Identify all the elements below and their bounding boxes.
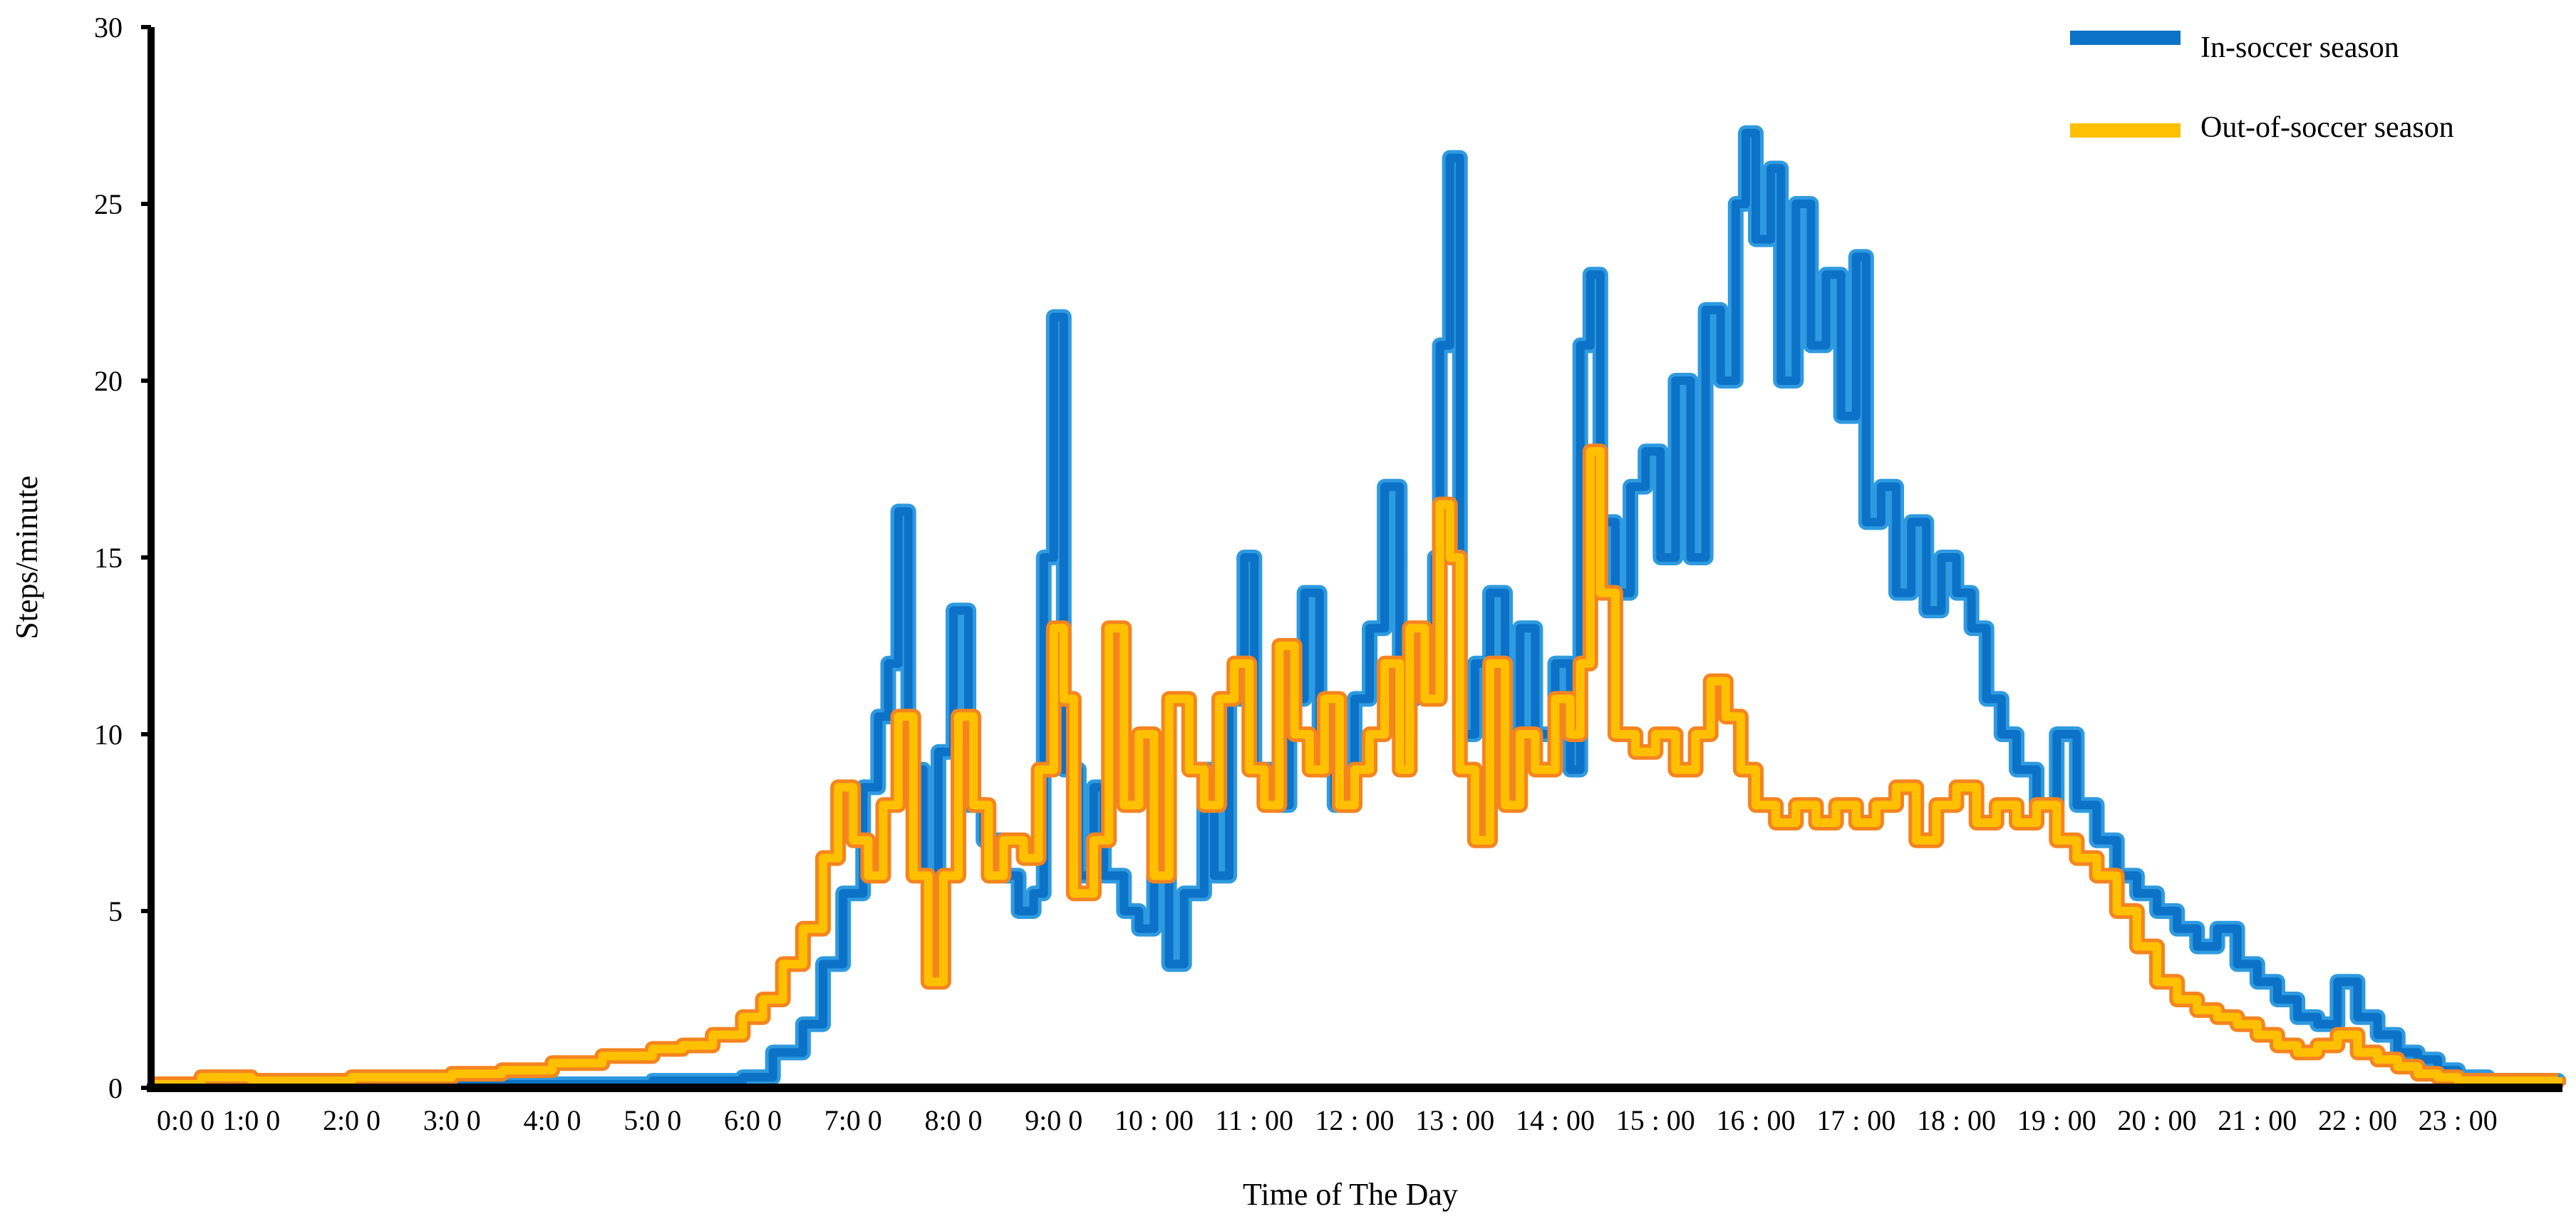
x-tick-label: 15 : 00 [1616,1104,1695,1136]
x-tick-label: 1:0 0 [222,1104,280,1136]
x-tick-label: 18 : 00 [1917,1104,1996,1136]
series-line-0 [151,128,2562,1089]
y-axis-ticks: 0 5 10 15 20 25 30 [94,11,151,1104]
x-tick-label: 23 : 00 [2419,1104,2498,1136]
y-axis-title: Steps/minute [9,475,44,639]
x-tick-label: 0:0 0 [157,1104,214,1136]
x-axis-ticks: 0:0 0 1:0 0 2:0 0 3:0 0 4:0 0 5:0 0 6:0 0 7:0 0… [157,1104,2498,1136]
x-tick-label: 11 : 00 [1215,1104,1293,1136]
x-tick-label: 9:0 0 [1025,1104,1082,1136]
legend-label-out-season: Out-of-soccer season [2200,111,2454,144]
x-tick-label: 21 : 00 [2218,1104,2297,1136]
x-tick-label: 16 : 00 [1716,1104,1795,1136]
x-tick-label: 4:0 0 [523,1104,581,1136]
y-tick-label: 10 [94,719,123,751]
x-tick-label: 10 : 00 [1114,1104,1194,1136]
y-tick-label: 15 [94,542,123,574]
series-lines [151,125,2566,1092]
x-axis-title: Time of The Day [1243,1177,1458,1212]
x-tick-label: 22 : 00 [2318,1104,2397,1136]
x-tick-label: 5:0 0 [624,1104,681,1136]
x-tick-label: 12 : 00 [1315,1104,1394,1136]
x-tick-label: 20 : 00 [2117,1104,2196,1136]
y-tick-label: 5 [108,895,123,927]
y-tick-label: 30 [94,11,123,43]
legend-label-in-season: In-soccer season [2200,31,2399,64]
x-tick-label: 14 : 00 [1516,1104,1595,1136]
legend: In-soccer season Out-of-soccer season [2070,31,2454,144]
y-tick-label: 0 [108,1072,123,1104]
x-tick-label: 19 : 00 [2017,1104,2096,1136]
series-line-1 [151,447,2562,1089]
x-tick-label: 3:0 0 [423,1104,481,1136]
x-tick-label: 2:0 0 [323,1104,381,1136]
x-tick-label: 6:0 0 [724,1104,782,1136]
x-tick-label: 7:0 0 [824,1104,882,1136]
x-tick-label: 13 : 00 [1415,1104,1494,1136]
y-tick-label: 20 [94,365,123,397]
x-tick-label: 17 : 00 [1816,1104,1895,1136]
y-tick-label: 25 [94,188,123,220]
x-tick-label: 8:0 0 [924,1104,982,1136]
